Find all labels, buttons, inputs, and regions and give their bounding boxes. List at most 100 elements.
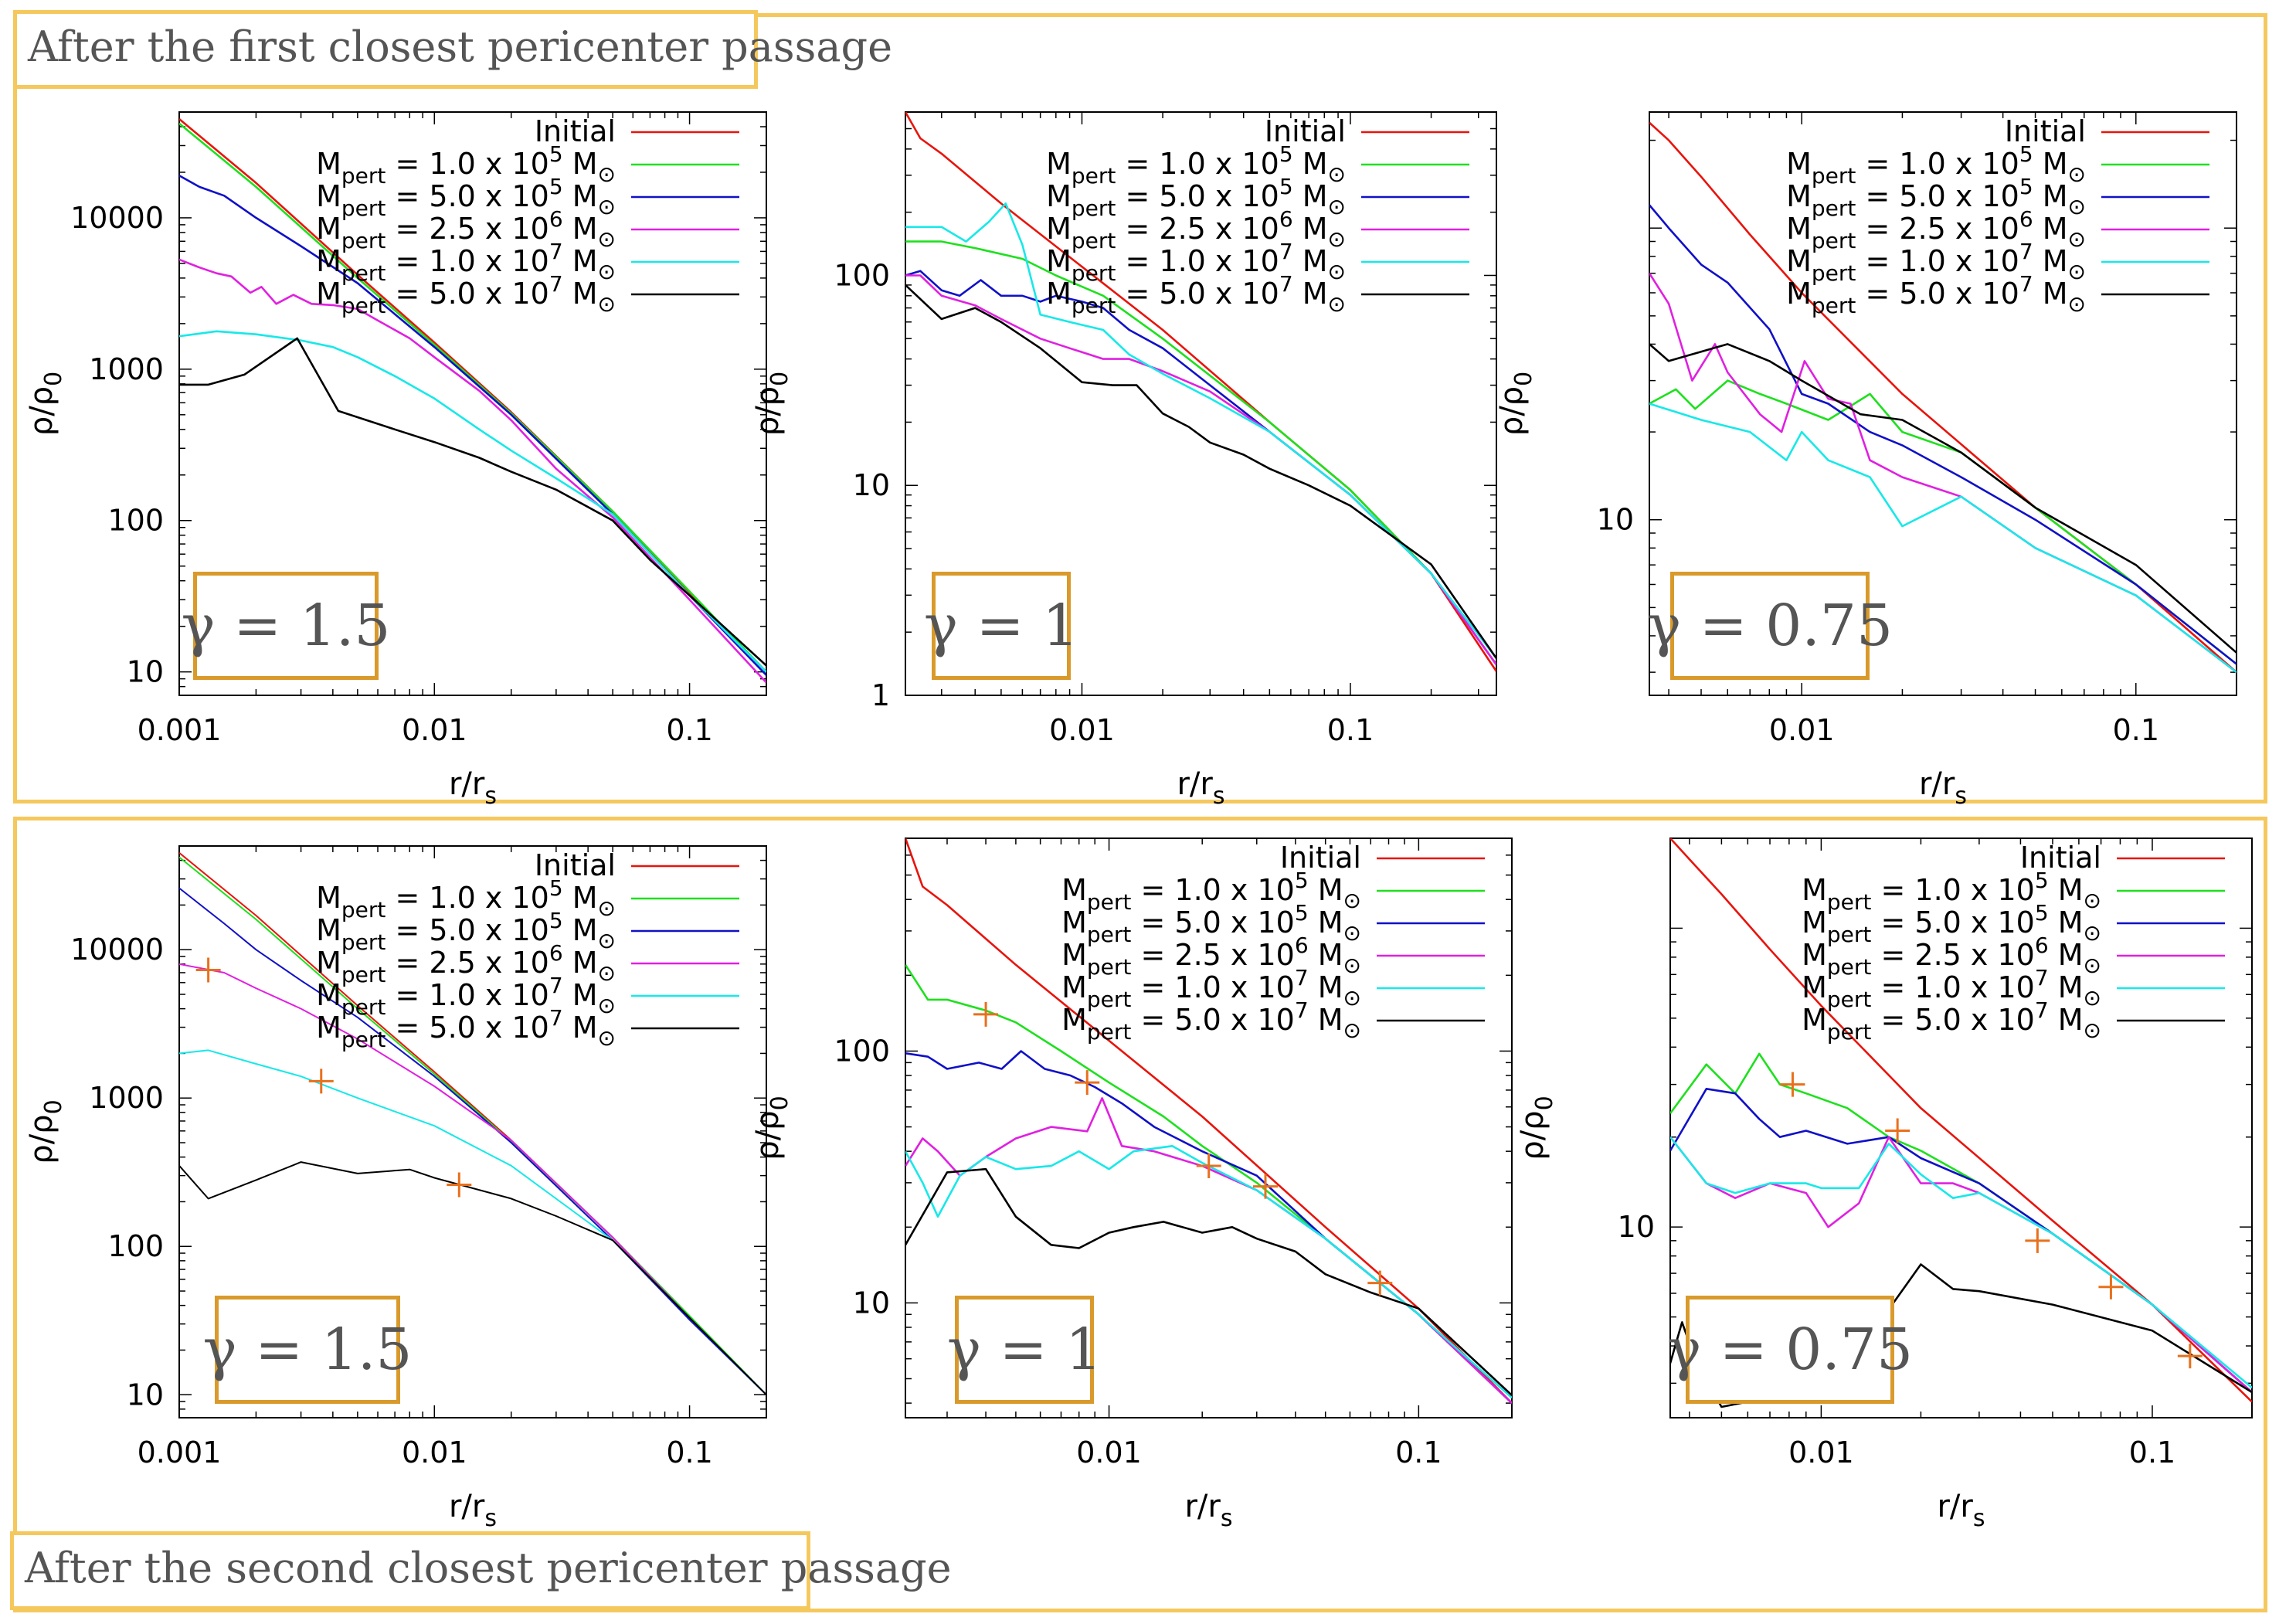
y-tick-label: 1000 [89, 1081, 164, 1115]
plot-frame [178, 111, 767, 696]
gamma-label-bottom-1: γ = 1.5 [202, 1317, 413, 1383]
series-line-0 [179, 118, 766, 673]
legend-entry-4: Mpert = 1.0 x 107 M⊙ [1802, 965, 2101, 1012]
series-line-4 [905, 1145, 1512, 1399]
x-tick-label: 0.01 [1788, 1435, 1854, 1469]
legend-entry-2: Mpert = 5.0 x 105 M⊙ [1046, 174, 1346, 221]
legend-entry-5: Mpert = 5.0 x 107 M⊙ [1061, 997, 1361, 1045]
legend-entry-3: Mpert = 2.5 x 106 M⊙ [1802, 933, 2101, 980]
y-axis-label: ρ/ρ0 [24, 1099, 67, 1164]
x-axis-label: r/rs [1919, 766, 1967, 810]
legend-entry-5: Mpert = 5.0 x 107 M⊙ [316, 1005, 616, 1052]
series-line-5 [905, 284, 1496, 659]
data-marker [1253, 1174, 1279, 1199]
series-line-3 [179, 258, 766, 684]
x-axis-label: r/rs [1177, 766, 1224, 810]
y-tick-label: 100 [107, 504, 164, 538]
x-tick-label: 0.1 [2113, 713, 2159, 747]
gamma-box-bottom-1: γ = 1.5 [203, 1296, 412, 1404]
legend-entry-5: Mpert = 5.0 x 107 M⊙ [1802, 997, 2101, 1045]
top-section-frame [13, 13, 2267, 804]
x-tick-label: 0.1 [1327, 713, 1374, 747]
legend-entry-0: Initial [535, 114, 616, 148]
x-axis-label: r/rs [1184, 1489, 1232, 1532]
gamma-label-top-3: γ = 0.75 [1646, 593, 1894, 659]
legend-entry-3: Mpert = 2.5 x 106 M⊙ [1046, 206, 1346, 253]
data-marker [1075, 1070, 1100, 1096]
legend-entry-3: Mpert = 2.5 x 106 M⊙ [1061, 933, 1361, 980]
series-line-3 [179, 963, 766, 1396]
x-tick-label: 0.001 [138, 1435, 222, 1469]
legend-entry-1: Mpert = 1.0 x 105 M⊙ [1046, 141, 1346, 189]
legend-entry-2: Mpert = 5.0 x 105 M⊙ [316, 174, 616, 221]
series-group [905, 838, 1512, 1405]
series-group [179, 852, 766, 1396]
data-marker [1885, 1118, 1910, 1143]
legend-entry-3: Mpert = 2.5 x 106 M⊙ [1786, 206, 2086, 253]
legend-entry-3: Mpert = 2.5 x 106 M⊙ [316, 940, 616, 987]
chart-panel-1: 0.001 0.01 0.1 10 100 1000 10000 r/rs ρ/ρ0 Initia… [24, 111, 767, 810]
series-line-1 [179, 122, 766, 673]
x-tick-label: 0.01 [1049, 713, 1115, 747]
series-line-4 [1670, 1136, 2252, 1389]
x-tick-label: 0.01 [402, 1435, 467, 1469]
y-axis-label: ρ/ρ0 [750, 1096, 793, 1160]
y-axis-label: ρ/ρ0 [1515, 1096, 1558, 1160]
series-group [179, 118, 766, 684]
legend-entry-3: Mpert = 2.5 x 106 M⊙ [316, 206, 616, 253]
gamma-box-top-1: γ = 1.5 [182, 572, 390, 680]
gamma-label-top-1: γ = 1.5 [181, 593, 391, 659]
x-axis-label: r/rs [1937, 1489, 1985, 1532]
data-marker [447, 1172, 472, 1198]
y-tick-label: 10 [127, 1378, 164, 1412]
legend-entry-0: Initial [535, 848, 616, 882]
top-section-label: After the first closest pericenter passa… [13, 10, 892, 89]
data-marker [2098, 1274, 2124, 1300]
legend-entry-0: Initial [2020, 841, 2101, 875]
series-line-1 [905, 240, 1496, 666]
legend-entry-2: Mpert = 5.0 x 105 M⊙ [1061, 900, 1361, 947]
y-tick-label: 100 [834, 258, 890, 292]
series-line-5 [179, 1161, 766, 1396]
chart-panel-4: 0.001 0.01 0.1 10 100 1000 10000 r/rs ρ/ρ0 Initia… [24, 845, 767, 1532]
legend-entry-4: Mpert = 1.0 x 107 M⊙ [316, 239, 616, 286]
x-tick-label: 0.01 [1769, 713, 1835, 747]
plot-frame [178, 845, 767, 1418]
y-tick-label: 100 [834, 1034, 890, 1068]
y-tick-label: 1000 [89, 352, 164, 386]
x-tick-label: 0.001 [138, 713, 222, 747]
x-tick-label: 0.01 [402, 713, 467, 747]
legend-entry-4: Mpert = 1.0 x 107 M⊙ [1786, 239, 2086, 286]
x-tick-label: 0.1 [1395, 1435, 1442, 1469]
data-marker [2025, 1228, 2050, 1253]
x-axis-label: r/rs [449, 766, 497, 810]
series-line-2 [1649, 204, 2237, 665]
y-tick-label: 10000 [70, 201, 164, 235]
gamma-label-bottom-3: γ = 0.75 [1666, 1317, 1914, 1383]
legend-entry-1: Mpert = 1.0 x 105 M⊙ [316, 875, 616, 922]
data-marker [1367, 1270, 1393, 1296]
legend-entry-4: Mpert = 1.0 x 107 M⊙ [316, 973, 616, 1020]
x-axis-label: r/rs [449, 1489, 497, 1532]
x-tick-label: 0.1 [666, 713, 712, 747]
legend-entry-5: Mpert = 5.0 x 107 M⊙ [316, 271, 616, 318]
series-line-4 [905, 202, 1496, 659]
y-tick-label: 10 [853, 1286, 890, 1320]
legend-entry-0: Initial [2005, 114, 2086, 148]
y-tick-label: 10 [1618, 1210, 1655, 1244]
legend-entry-1: Mpert = 1.0 x 105 M⊙ [1786, 141, 2086, 189]
x-tick-label: 0.01 [1076, 1435, 1142, 1469]
data-marker [973, 1001, 999, 1027]
legend-entry-1: Mpert = 1.0 x 105 M⊙ [1802, 868, 2101, 915]
gamma-box-top-2: γ = 1 [924, 572, 1078, 680]
y-tick-label: 10 [1597, 503, 1634, 537]
data-marker [2177, 1344, 2203, 1369]
gamma-box-bottom-2: γ = 1 [947, 1296, 1102, 1404]
legend-entry-2: Mpert = 5.0 x 105 M⊙ [1802, 900, 2101, 947]
data-marker [195, 957, 221, 983]
series-line-4 [179, 330, 766, 673]
